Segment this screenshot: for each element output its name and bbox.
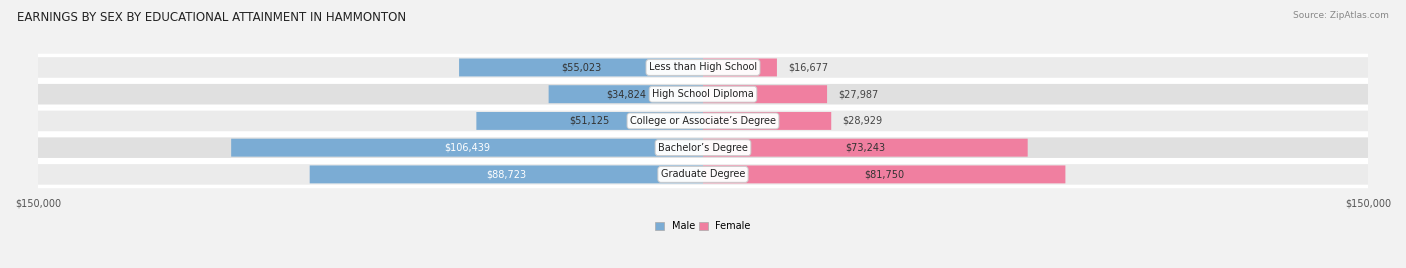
Text: $81,750: $81,750	[865, 169, 904, 179]
FancyBboxPatch shape	[548, 85, 703, 103]
Text: $34,824: $34,824	[606, 89, 645, 99]
FancyBboxPatch shape	[703, 58, 778, 76]
FancyBboxPatch shape	[477, 112, 703, 130]
Text: $88,723: $88,723	[486, 169, 526, 179]
Text: $73,243: $73,243	[845, 143, 886, 153]
Text: College or Associate’s Degree: College or Associate’s Degree	[630, 116, 776, 126]
FancyBboxPatch shape	[703, 139, 1028, 157]
FancyBboxPatch shape	[0, 136, 1406, 160]
Text: Graduate Degree: Graduate Degree	[661, 169, 745, 179]
FancyBboxPatch shape	[460, 58, 703, 76]
FancyBboxPatch shape	[0, 55, 1406, 80]
Text: Less than High School: Less than High School	[650, 62, 756, 72]
FancyBboxPatch shape	[703, 165, 1066, 183]
Text: EARNINGS BY SEX BY EDUCATIONAL ATTAINMENT IN HAMMONTON: EARNINGS BY SEX BY EDUCATIONAL ATTAINMEN…	[17, 11, 406, 24]
Text: Bachelor’s Degree: Bachelor’s Degree	[658, 143, 748, 153]
FancyBboxPatch shape	[231, 139, 703, 157]
Text: $51,125: $51,125	[569, 116, 610, 126]
FancyBboxPatch shape	[703, 85, 827, 103]
FancyBboxPatch shape	[0, 162, 1406, 187]
Text: $27,987: $27,987	[838, 89, 879, 99]
Text: $16,677: $16,677	[787, 62, 828, 72]
Text: Source: ZipAtlas.com: Source: ZipAtlas.com	[1294, 11, 1389, 20]
Text: $55,023: $55,023	[561, 62, 602, 72]
FancyBboxPatch shape	[703, 112, 831, 130]
Text: $106,439: $106,439	[444, 143, 491, 153]
Legend: Male, Female: Male, Female	[655, 221, 751, 231]
FancyBboxPatch shape	[309, 165, 703, 183]
FancyBboxPatch shape	[0, 109, 1406, 133]
Text: $28,929: $28,929	[842, 116, 883, 126]
FancyBboxPatch shape	[0, 82, 1406, 106]
Text: High School Diploma: High School Diploma	[652, 89, 754, 99]
